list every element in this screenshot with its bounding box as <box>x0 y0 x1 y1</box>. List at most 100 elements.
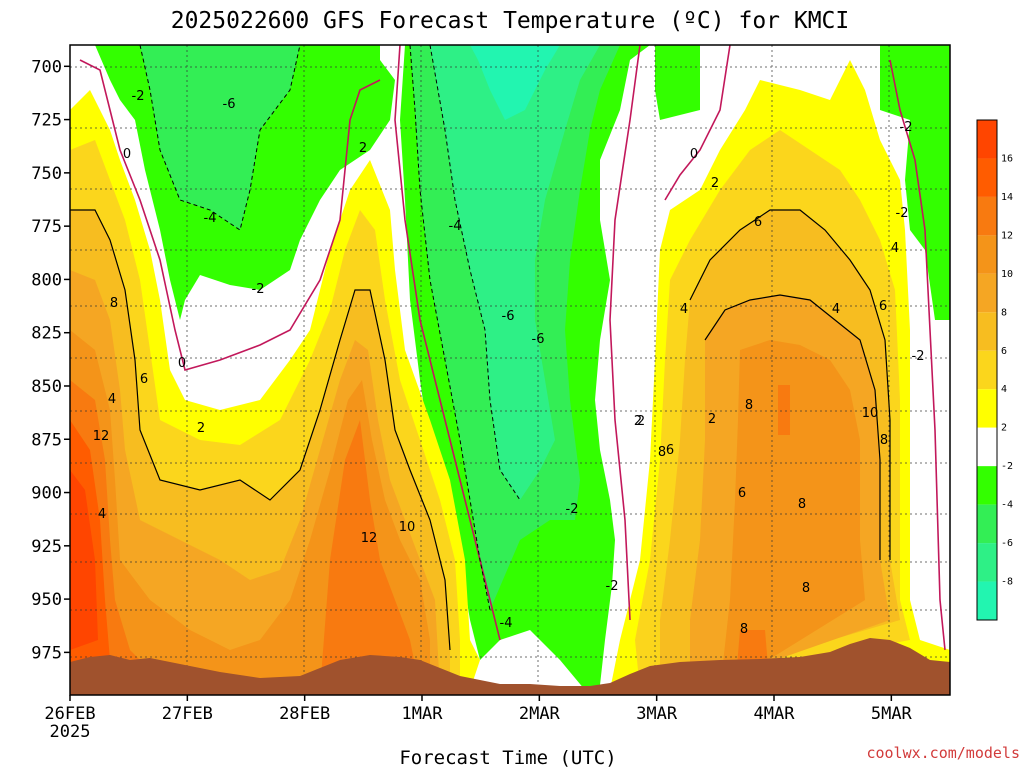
contour-label: 4 <box>891 241 899 256</box>
contour-label: -2 <box>896 206 909 221</box>
colorbar-tick-label: 10 <box>1001 269 1013 280</box>
contour-label: 0 <box>123 147 131 162</box>
contour-label: 6 <box>140 372 148 387</box>
contour-label: -4 <box>449 219 462 234</box>
colorbar-bin <box>977 543 997 582</box>
colorbar-bin <box>977 427 997 467</box>
contour-label: 4 <box>680 302 688 317</box>
colorbar-bin <box>977 312 997 351</box>
contour-label: 6 <box>738 486 746 501</box>
y-axis: 700 725 750 775 800 825 850 875 900 925 950 975 <box>31 57 70 663</box>
contour-label: 2 <box>637 414 645 429</box>
warm-region-right-12 <box>720 340 865 690</box>
terrain-ground <box>70 638 950 695</box>
colorbar-tick-label: 6 <box>1001 346 1007 357</box>
contour-label: 8 <box>658 445 666 460</box>
contour-label: 6 <box>666 443 674 458</box>
plot-frame <box>69 44 951 696</box>
contour-label: -6 <box>532 332 545 347</box>
contour-label: 2 <box>634 414 642 429</box>
colorbar-frame <box>976 119 998 621</box>
credit-text[interactable]: coolwx.com/models <box>866 744 1020 762</box>
colorbar-bin <box>977 389 997 428</box>
contour-label: 4 <box>98 507 106 522</box>
temperature-field <box>70 45 950 695</box>
colorbar-tick-label: 14 <box>1001 192 1013 203</box>
colorbar-bin <box>977 235 997 274</box>
colorbar-bin <box>977 350 997 390</box>
contour-label: 12 <box>361 531 378 546</box>
color-legend: 16 14 12 10 8 6 4 2 -2 -4 -6 -8 <box>976 119 1013 621</box>
y-tick-label: 950 <box>31 590 62 610</box>
contour-label: 6 <box>754 215 762 230</box>
x-tick-label: 5MAR <box>871 704 913 724</box>
x-tick-label: 27FEB <box>162 704 213 724</box>
contour-label: -2 <box>566 502 579 517</box>
contour-label: 4 <box>108 392 116 407</box>
freezing-contours <box>79 45 946 651</box>
x-tick-label: 1MAR <box>402 704 444 724</box>
contour-label: 2 <box>197 421 205 436</box>
y-tick-label: 925 <box>31 537 62 557</box>
contour-label: -2 <box>132 89 145 104</box>
y-tick-label: 800 <box>31 270 62 290</box>
contour-label: 10 <box>862 406 879 421</box>
contour-label: 8 <box>798 497 806 512</box>
colorbar-bin <box>977 466 997 505</box>
x-tick-label: 2MAR <box>519 704 561 724</box>
y-tick-label: 875 <box>31 430 62 450</box>
contour-label: 8 <box>745 398 753 413</box>
contour-label: -4 <box>204 211 217 226</box>
colorbar-tick-label: 2 <box>1001 423 1007 434</box>
colorbar-tick-label: 8 <box>1001 307 1007 318</box>
y-tick-label: 975 <box>31 643 62 663</box>
colorbar-tick-label: 12 <box>1001 230 1013 241</box>
colorbar-bin <box>977 273 997 313</box>
colorbar-bin <box>977 158 997 197</box>
contour-label: -2 <box>606 579 619 594</box>
chart-title: 2025022600 GFS Forecast Temperature (ºC)… <box>171 8 850 34</box>
colorbar-tick-label: -2 <box>1001 461 1013 472</box>
contour-labels: -2-60-4-220-4-2-6-6-4202-264684812412108… <box>93 89 925 637</box>
colorbar-bin <box>977 196 997 236</box>
gridlines <box>70 45 950 690</box>
contour-label: 10 <box>399 520 416 535</box>
x-tick-label: 28FEB <box>279 704 330 724</box>
y-tick-label: 700 <box>31 57 62 77</box>
contour-label: 12 <box>93 429 110 444</box>
y-tick-label: 850 <box>31 377 62 397</box>
y-tick-label: 825 <box>31 324 62 344</box>
negative-contours <box>139 45 521 611</box>
colorbar-bin <box>977 581 997 620</box>
y-tick-label: 900 <box>31 484 62 504</box>
colorbar-tick-label: 4 <box>1001 384 1007 395</box>
contour-label: 0 <box>690 147 698 162</box>
contour-label: 8 <box>740 622 748 637</box>
x-tick-label: 4MAR <box>754 704 796 724</box>
colorbar-tick-label: -8 <box>1001 577 1013 588</box>
contour-lines <box>70 209 891 651</box>
colorbar-bin <box>977 504 997 544</box>
contour-label: 2 <box>711 176 719 191</box>
contour-label: 8 <box>802 581 810 596</box>
contour-label: 8 <box>880 433 888 448</box>
colorbar-tick-label: 16 <box>1001 153 1013 164</box>
contour-label: 4 <box>832 302 840 317</box>
contour-label: -2 <box>912 349 925 364</box>
cold-region-right-edge <box>880 45 950 320</box>
y-tick-label: 725 <box>31 111 62 131</box>
x-tick-label: 26FEB <box>44 704 95 724</box>
y-tick-label: 750 <box>31 164 62 184</box>
cold-region-upper-left-inner <box>140 45 300 230</box>
contour-label: -4 <box>500 616 513 631</box>
contour-label: 2 <box>708 412 716 427</box>
contour-label: -6 <box>502 309 515 324</box>
cold-region-upper-right <box>655 45 700 120</box>
cold-trough-central-core <box>430 45 600 500</box>
warm-region-left-14 <box>70 380 420 690</box>
contour-label: 0 <box>178 356 186 371</box>
x-tick-label: 3MAR <box>636 704 678 724</box>
x-tick-sublabel: 2025 <box>50 722 91 742</box>
